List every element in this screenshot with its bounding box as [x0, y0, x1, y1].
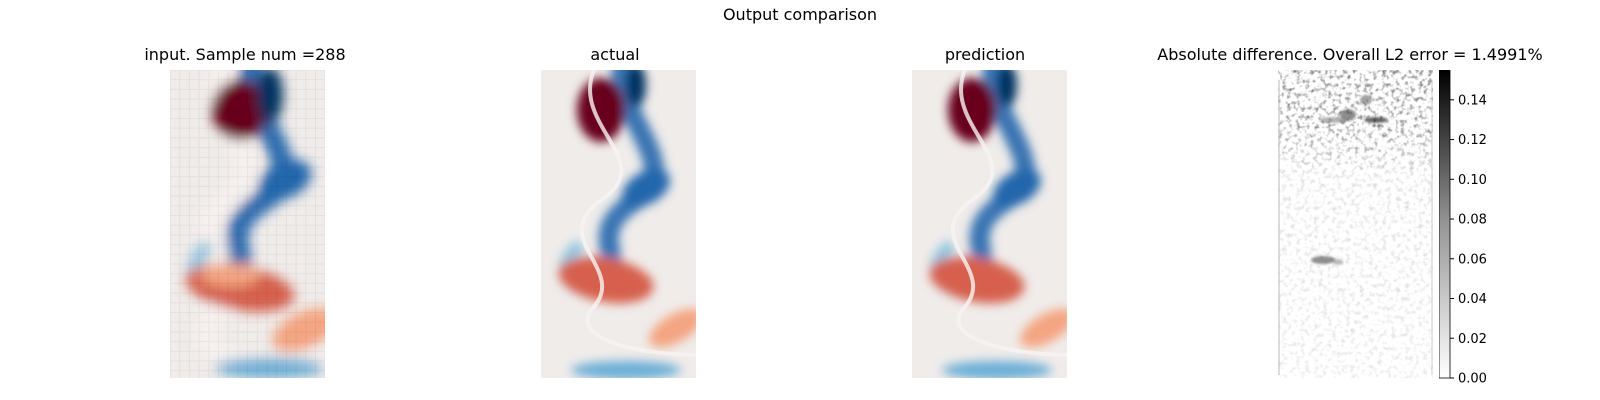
colorbar-tick-label: 0.06 — [1458, 252, 1487, 267]
panel-title-difference: Absolute difference. Overall L2 error = … — [1157, 45, 1543, 64]
colorbar-ticks: 0.00 0.02 0.04 0.06 0.08 0.10 0.12 0.14 — [1450, 93, 1487, 387]
vortex-field-input — [170, 70, 325, 378]
difference-field — [1278, 70, 1433, 378]
colorbar: 0.00 0.02 0.04 0.06 0.08 0.10 0.12 0.14 — [1439, 70, 1487, 387]
panel-title-prediction: prediction — [944, 45, 1026, 64]
colorbar-tick-label: 0.14 — [1458, 93, 1487, 108]
colorbar-tick-label: 0.10 — [1458, 173, 1487, 188]
vortex-field-actual — [541, 70, 696, 378]
heatmap-difference — [1278, 70, 1433, 378]
heatmap-input — [170, 70, 325, 378]
vortex-field-prediction — [912, 70, 1067, 378]
colorbar-tick-label: 0.02 — [1458, 332, 1487, 347]
heatmap-actual — [541, 70, 696, 378]
colorbar-gradient — [1439, 70, 1451, 379]
panel-title-actual: actual — [590, 45, 640, 64]
colorbar-tick-label: 0.08 — [1458, 213, 1487, 228]
colorbar-tick-label: 0.04 — [1458, 292, 1487, 307]
colorbar-tick-label: 0.00 — [1458, 372, 1487, 387]
panel-title-input: input. Sample num =288 — [144, 45, 346, 64]
figure-suptitle: Output comparison — [722, 5, 878, 24]
colorbar-tick-label: 0.12 — [1458, 133, 1487, 148]
heatmap-prediction — [912, 70, 1067, 378]
